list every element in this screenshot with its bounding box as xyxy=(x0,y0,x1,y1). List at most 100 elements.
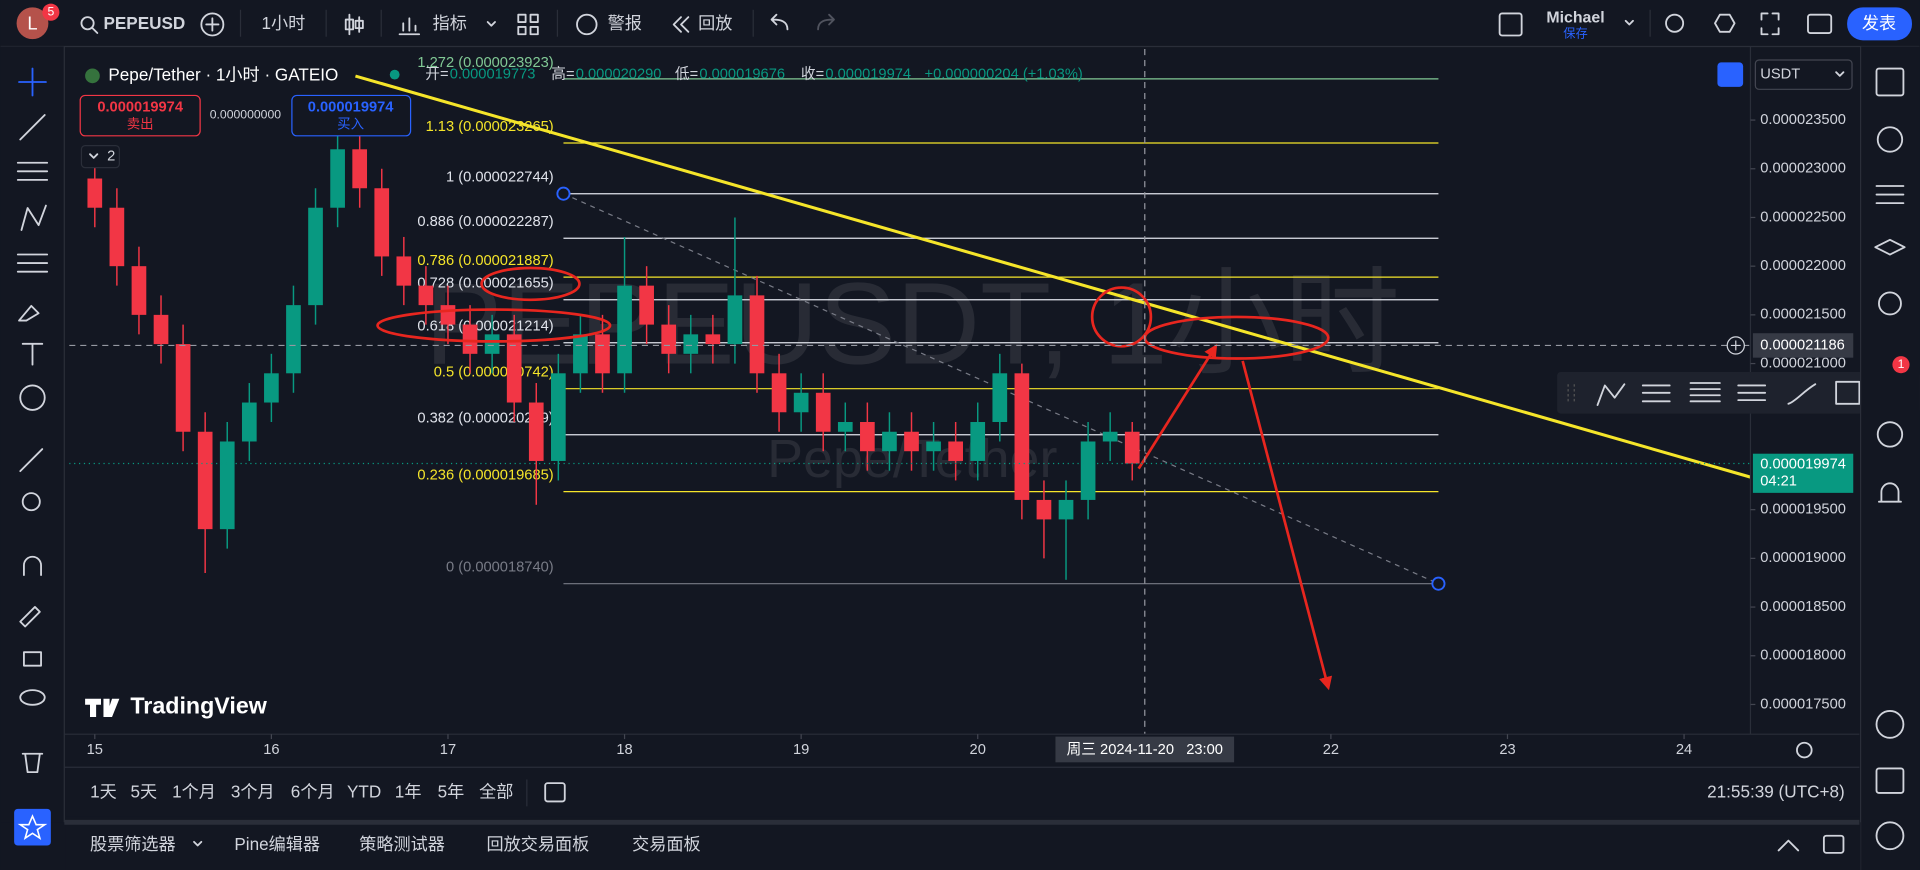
layouts-button[interactable] xyxy=(517,13,539,36)
range-button[interactable]: 1天 xyxy=(90,781,117,801)
settings-button[interactable] xyxy=(1714,13,1736,33)
candle-body xyxy=(396,256,412,286)
collapse-button[interactable] xyxy=(1777,839,1800,852)
candle-body xyxy=(197,431,213,530)
alert-button[interactable]: 警报 xyxy=(608,13,642,33)
settings-button[interactable] xyxy=(1796,741,1813,759)
help-button[interactable] xyxy=(1875,821,1905,851)
text-tool[interactable] xyxy=(21,342,44,366)
avatar[interactable] xyxy=(16,7,49,40)
layers-count: 2 xyxy=(107,148,115,164)
buy-button[interactable] xyxy=(291,94,412,137)
logo-text: TradingView xyxy=(130,692,267,718)
auto-scale-button[interactable] xyxy=(1717,62,1744,87)
bottom-tab[interactable]: 股票筛选器 xyxy=(90,834,176,854)
undo-button[interactable] xyxy=(770,13,789,31)
compare-button[interactable] xyxy=(200,12,225,37)
notifications-button[interactable] xyxy=(1878,482,1902,503)
fib-tool[interactable] xyxy=(16,161,49,181)
tool-icon[interactable] xyxy=(1835,380,1861,405)
fib-label: 0.236 (0.000019685) xyxy=(417,468,553,484)
candle-body xyxy=(528,402,544,461)
indicators-button[interactable]: 指标 xyxy=(433,13,467,33)
icon-tool[interactable] xyxy=(19,384,46,411)
crosshair-price-tag xyxy=(1752,333,1854,358)
dom-button[interactable] xyxy=(1875,710,1905,739)
publish-button[interactable] xyxy=(1847,7,1912,41)
lock-tool[interactable] xyxy=(23,651,42,667)
replay-button[interactable]: 回放 xyxy=(698,13,732,33)
buy-price: 0.000019974 xyxy=(308,100,395,116)
ideas-button[interactable] xyxy=(1878,291,1902,316)
annotation-ellipse xyxy=(376,308,612,343)
crosshair xyxy=(69,48,1751,735)
bottom-tab[interactable]: Pine编辑器 xyxy=(234,834,320,854)
range-button[interactable]: 全部 xyxy=(479,781,513,801)
favorites-button[interactable] xyxy=(14,808,51,846)
candle-body xyxy=(1036,499,1052,520)
redo-button[interactable] xyxy=(817,13,835,31)
stay-drawing-tool[interactable] xyxy=(19,606,41,628)
chevron xyxy=(1835,71,1845,77)
range-button[interactable]: 6个月 xyxy=(291,781,335,801)
delete-tool[interactable] xyxy=(21,752,44,774)
fib-label: 0.728 (0.000021655) xyxy=(417,276,553,292)
fib-label: 1.272 (0.000023923) xyxy=(417,55,553,71)
tool-icon[interactable] xyxy=(1689,382,1721,403)
clock: 21:55:39 (UTC+8) xyxy=(1707,781,1845,801)
brush-tool[interactable] xyxy=(18,304,40,322)
range-button[interactable]: 1个月 xyxy=(172,781,216,801)
hide-tool[interactable] xyxy=(19,689,46,706)
tool-icon[interactable] xyxy=(1641,384,1671,403)
x-tick-label: 20 xyxy=(970,742,986,758)
candle-body xyxy=(506,334,522,403)
maximize-button[interactable] xyxy=(1822,834,1845,854)
news-button[interactable] xyxy=(1875,185,1905,205)
bottom-tab[interactable]: 策略测试器 xyxy=(359,834,445,854)
layers-button[interactable] xyxy=(80,145,120,169)
crosshair-tool[interactable] xyxy=(18,67,47,97)
fullscreen-button[interactable] xyxy=(1760,12,1780,36)
symbol-search[interactable]: PEPEUSD xyxy=(103,13,185,33)
y-tick-label: 0.000021500 xyxy=(1760,307,1846,323)
streams-button[interactable] xyxy=(1876,421,1904,448)
tool-icon[interactable] xyxy=(1596,383,1626,406)
bottom-tab[interactable]: 交易面板 xyxy=(632,834,701,854)
goto-date-button[interactable] xyxy=(544,782,566,803)
layout-button[interactable] xyxy=(1498,12,1523,37)
user-name[interactable]: Michael xyxy=(1546,10,1604,27)
range-button[interactable]: 5天 xyxy=(131,781,158,801)
avatar-letter: L xyxy=(27,12,37,33)
tool-icon[interactable] xyxy=(1737,384,1767,402)
candle-body xyxy=(1124,431,1140,464)
chart-type-button[interactable] xyxy=(344,13,364,36)
alerts-button[interactable] xyxy=(1876,126,1904,153)
range-button[interactable]: 3个月 xyxy=(231,781,275,801)
fib-label: 0.382 (0.000020269) xyxy=(417,411,553,427)
y-tick-label: 0.000018000 xyxy=(1760,648,1846,664)
tradingview-logo: TradingView xyxy=(85,692,268,718)
range-button[interactable]: 5年 xyxy=(438,781,465,801)
calendar-button[interactable] xyxy=(1875,767,1905,794)
tool-icon[interactable] xyxy=(1787,383,1817,405)
projection-tool[interactable] xyxy=(16,253,49,273)
zoom-tool[interactable] xyxy=(21,492,41,512)
interval-button[interactable]: 1小时 xyxy=(261,13,305,33)
range-button[interactable]: 1年 xyxy=(395,781,422,801)
pattern-tool[interactable] xyxy=(20,204,47,231)
candle-body xyxy=(837,422,853,432)
magnet-tool[interactable] xyxy=(23,555,42,577)
quick-search-button[interactable] xyxy=(1665,13,1685,33)
fib-label: 0.618 (0.000021214) xyxy=(417,319,553,335)
ruler-tool[interactable] xyxy=(19,448,44,473)
currency-select[interactable] xyxy=(1754,59,1853,90)
trendline-tool[interactable] xyxy=(19,114,46,141)
bottom-tab[interactable]: 回放交易面板 xyxy=(486,834,589,854)
screenshot-button[interactable] xyxy=(1807,13,1833,34)
layers-button[interactable] xyxy=(1874,238,1906,256)
sell-button[interactable] xyxy=(79,94,201,137)
range-button[interactable]: YTD xyxy=(347,781,381,801)
watchlist-button[interactable] xyxy=(1875,67,1905,97)
annotation-arrow xyxy=(1137,344,1218,470)
